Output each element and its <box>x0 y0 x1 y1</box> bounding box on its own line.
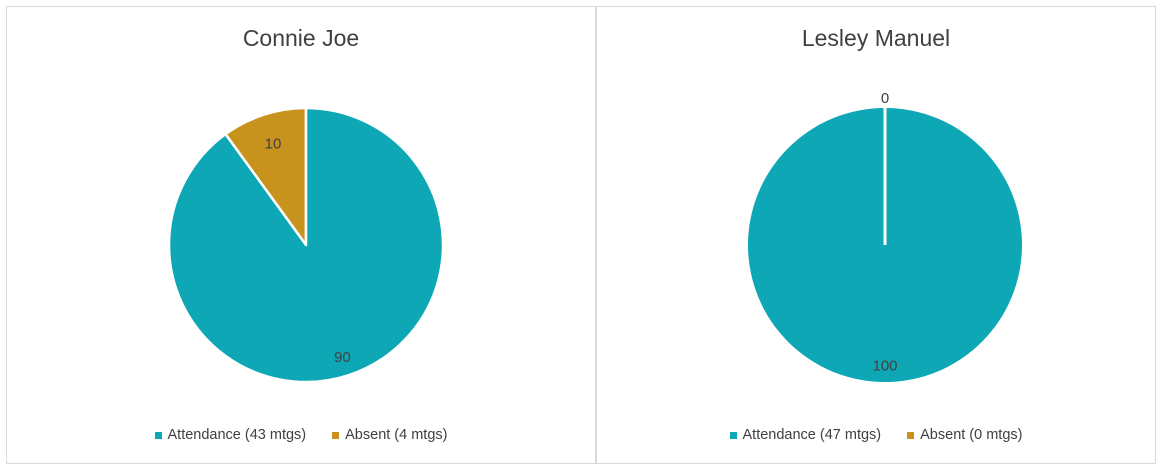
chart-panel-connie-joe: Connie Joe 10 90 Attendance (43 mtgs) Abs… <box>6 6 596 464</box>
data-label-attendance: 100 <box>872 358 897 375</box>
data-label-absent: 0 <box>881 90 889 107</box>
data-label-attendance: 90 <box>334 349 351 366</box>
chart-title: Connie Joe <box>242 25 360 51</box>
legend-item-absent: Absent (4 mtgs) <box>332 427 447 443</box>
legend-label-absent: Absent (0 mtgs) <box>920 427 1023 443</box>
pie-slice-attendance <box>167 106 445 384</box>
chart-title: Lesley Manuel <box>801 25 951 51</box>
legend-item-absent: Absent (0 mtgs) <box>907 427 1022 443</box>
legend-label-attendance: Attendance (47 mtgs) <box>742 427 882 443</box>
legend: Attendance (43 mtgs) Absent (4 mtgs) <box>7 427 595 443</box>
chart-panel-lesley-manuel: Lesley Manuel 0 100 Attendance (47 mtgs) … <box>596 6 1156 464</box>
legend-swatch-attendance <box>154 431 162 439</box>
legend-swatch-absent <box>907 431 915 439</box>
legend-swatch-attendance <box>729 431 737 439</box>
legend-item-attendance: Attendance (43 mtgs) <box>154 427 307 443</box>
legend-label-attendance: Attendance (43 mtgs) <box>167 427 307 443</box>
pie-chart-lesley-manuel: 0 100 <box>748 90 1022 382</box>
legend: Attendance (47 mtgs) Absent (0 mtgs) <box>597 427 1155 443</box>
pie-slice-absent <box>224 106 308 247</box>
legend-label-absent: Absent (4 mtgs) <box>345 427 448 443</box>
pie-chart-connie-joe: 10 90 <box>167 106 445 384</box>
data-label-absent: 10 <box>265 135 282 152</box>
legend-swatch-absent <box>332 431 340 439</box>
legend-item-attendance: Attendance (47 mtgs) <box>729 427 882 443</box>
